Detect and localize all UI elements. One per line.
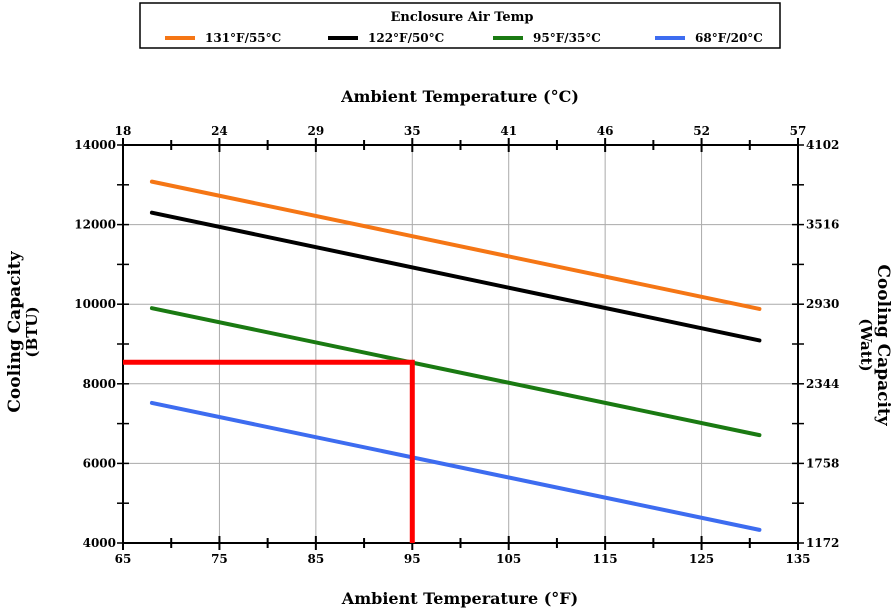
x-tick-label: 65 (115, 552, 132, 566)
y-tick-label: 14000 (74, 138, 116, 152)
x2-tick-label: 57 (790, 124, 807, 138)
highlight-marker (123, 359, 415, 543)
x2-tick-label: 35 (404, 124, 421, 138)
legend-label: 68°F/20°C (695, 31, 763, 45)
y-tick-label: 6000 (83, 456, 116, 470)
x-tick-label: 75 (211, 552, 228, 566)
y2-tick-label: 4102 (806, 138, 839, 152)
x2-tick-label: 24 (211, 124, 228, 138)
x-tick-label: 115 (593, 552, 618, 566)
y2-tick-label: 2344 (806, 377, 839, 391)
y-tick-label: 8000 (83, 377, 116, 391)
y2-tick-label: 2930 (806, 297, 839, 311)
y-tick-label: 4000 (83, 536, 116, 550)
legend-label: 131°F/55°C (205, 31, 281, 45)
x-tick-label: 105 (496, 552, 521, 566)
series-line-1 (149, 210, 762, 343)
x2-tick-label: 29 (308, 124, 325, 138)
x2-tick-label: 52 (693, 124, 710, 138)
y2-axis-unit: (Watt) (857, 318, 875, 371)
y-tick-label: 12000 (74, 218, 116, 232)
x-tick-label: 85 (308, 552, 325, 566)
x-tick-label: 135 (785, 552, 810, 566)
legend-label: 95°F/35°C (533, 31, 601, 45)
legend-title: Enclosure Air Temp (391, 10, 534, 25)
y2-tick-label: 1172 (806, 536, 839, 550)
x-tick-label: 95 (404, 552, 421, 566)
legend-box (139, 2, 781, 49)
x2-tick-label: 41 (500, 124, 517, 138)
x2-axis-title: Ambient Temperature (°C) (340, 87, 579, 106)
legend: Enclosure Air Temp 131°F/55°C 122°F/50°C 9… (139, 2, 781, 49)
legend-label: 122°F/50°C (368, 31, 444, 45)
y-axis-unit: (BTU) (23, 306, 41, 357)
x2-tick-label: 18 (115, 124, 132, 138)
x-axis-title: Ambient Temperature (°F) (341, 589, 578, 608)
y2-axis-title: Cooling Capacity (873, 264, 893, 426)
y2-tick-label: 1758 (806, 456, 839, 470)
x2-tick-label: 46 (597, 124, 614, 138)
x-tick-label: 125 (689, 552, 714, 566)
series-line-2 (149, 306, 762, 438)
y-axis-title: Cooling Capacity (5, 250, 25, 412)
plot-frame (122, 144, 799, 544)
y2-tick-label: 3516 (806, 218, 839, 232)
series-line-0 (149, 179, 762, 311)
y-tick-label: 10000 (74, 297, 116, 311)
series-line-3 (149, 400, 762, 532)
